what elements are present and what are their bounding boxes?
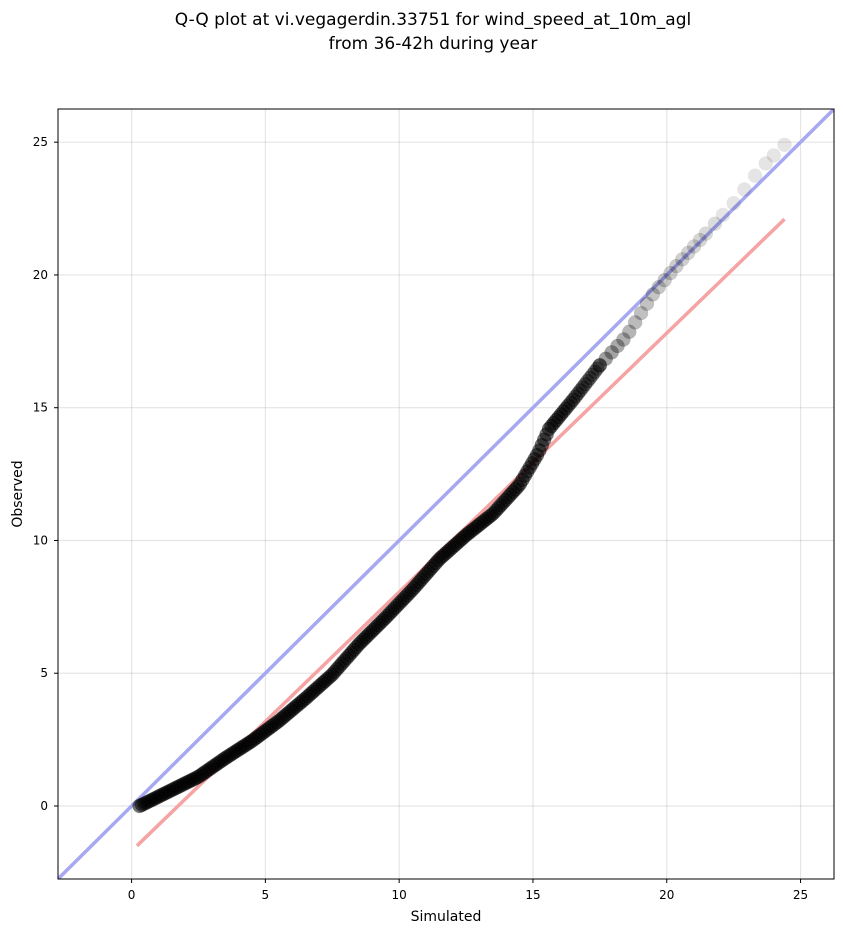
axis-ticks: 0 5 10 15 20 25 0 5 10 15 20 25	[33, 135, 808, 902]
data-point	[707, 216, 723, 231]
data-point	[582, 370, 598, 386]
x-tick-label: 20	[659, 888, 674, 902]
grid-lines	[58, 109, 834, 879]
chart-title-line-1: Q-Q plot at vi.vegagerdin.33751 for wind…	[175, 10, 691, 30]
data-point	[657, 272, 672, 288]
x-tick-label: 25	[793, 888, 808, 902]
data-point	[777, 137, 792, 153]
data-point	[570, 386, 586, 401]
data-point	[604, 345, 619, 360]
data-point	[589, 361, 605, 376]
data-point	[680, 245, 696, 261]
data-point	[610, 338, 625, 354]
data-point	[651, 279, 666, 295]
data-point	[663, 265, 678, 281]
plot-frame	[57, 108, 835, 880]
y-tick-label: 25	[33, 135, 48, 149]
data-point	[639, 296, 655, 311]
data-point	[587, 364, 603, 380]
x-tick-label: 10	[392, 888, 407, 902]
data-point	[580, 373, 595, 389]
identity-line	[58, 109, 834, 879]
data-point	[726, 196, 741, 211]
data-point	[633, 305, 649, 321]
data-point	[598, 351, 613, 367]
x-tick-label: 0	[128, 888, 136, 902]
data-point	[592, 358, 607, 373]
x-axis-label: Simulated	[411, 909, 482, 925]
y-axis-label: Observed	[10, 460, 26, 527]
y-tick-label: 20	[33, 268, 48, 282]
data-point	[758, 156, 774, 171]
x-tick-label: 5	[262, 888, 270, 902]
data-point	[675, 252, 690, 267]
data-point	[698, 226, 714, 241]
data-point	[692, 232, 708, 248]
data-point	[565, 392, 581, 407]
data-point	[616, 332, 631, 347]
data-point	[669, 258, 684, 274]
data-point	[573, 383, 588, 398]
data-point	[737, 182, 752, 197]
y-tick-label: 5	[40, 666, 48, 680]
data-points	[132, 137, 792, 814]
chart-title-line-2: from 36-42h during year	[329, 34, 538, 54]
data-point	[747, 168, 763, 183]
data-point	[645, 287, 661, 302]
data-point	[577, 376, 593, 392]
y-tick-label: 10	[33, 533, 48, 547]
data-point	[627, 315, 643, 330]
data-point	[585, 367, 600, 383]
y-tick-label: 15	[33, 401, 48, 415]
data-point	[686, 239, 702, 254]
data-point	[622, 324, 637, 340]
data-point	[568, 389, 583, 404]
data-point	[575, 380, 590, 395]
data-point	[715, 207, 731, 223]
data-point	[592, 357, 608, 373]
y-tick-label: 0	[40, 799, 48, 813]
x-tick-label: 15	[525, 888, 540, 902]
data-point	[766, 148, 782, 163]
